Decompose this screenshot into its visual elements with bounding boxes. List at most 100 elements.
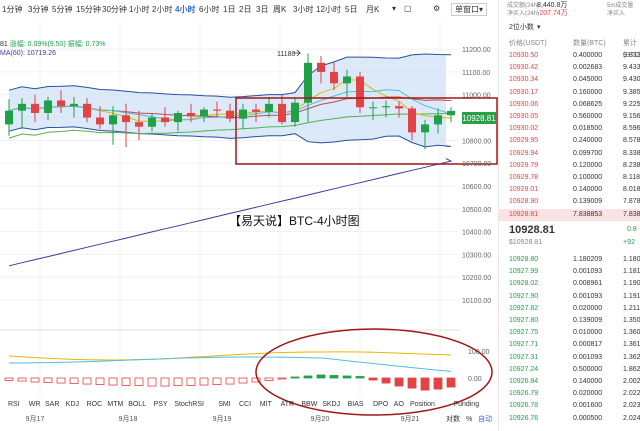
indicator-position[interactable]: Position [410,401,435,408]
indicator-boll[interactable]: BOLL [128,401,147,408]
indicator-psy[interactable]: PSY [153,401,168,408]
macd-bar [251,377,261,383]
macd-bar [212,377,222,385]
indicator-bar: RSI WR SAR KDJ ROC MTM BOLL PSY StochRSI SMI CCI MI… [0,399,498,411]
tf-1h[interactable]: 1小时 [129,5,150,14]
tf-30m[interactable]: 30分钟 [102,5,127,14]
tf-3h[interactable]: 3小时 [293,5,314,14]
candle-body [226,110,234,119]
candle-body [408,108,416,133]
tf-2h[interactable]: 2小时 [152,5,173,14]
new-window-icon[interactable]: ▢ [404,4,412,13]
tf-1d[interactable]: 1日 [223,5,236,14]
log-scale-toggle[interactable]: 对数 [446,416,460,423]
scale-options: 对数 % 自动 [446,414,492,424]
indicator-ao[interactable]: AO [393,401,404,408]
macd-bar [4,377,14,381]
candle-body [434,115,442,125]
indicator-mit[interactable]: MIT [259,401,272,408]
macd-bar [108,377,118,386]
candle-body [135,122,143,127]
stats-line: 81 涨幅: 0.09%(9.50) 振幅: 0.73% [0,39,105,49]
indicator-rsi[interactable]: RSI [8,401,20,408]
window-mode-dropdown[interactable]: 单窗口▾ [451,3,488,16]
date-tick-label: 9月20 [311,415,330,423]
indicator-dpo[interactable]: DPO [373,401,389,408]
tf-6h[interactable]: 6小时 [199,5,220,14]
candle-body [395,106,403,109]
tf-3d[interactable]: 3日 [256,5,269,14]
tf-2d[interactable]: 2日 [239,5,252,14]
tf-1m[interactable]: 1分钟 [2,5,23,14]
macd-bar [277,377,287,380]
indicator-kdj[interactable]: KDJ [65,401,80,408]
tf-5d[interactable]: 5日 [345,5,358,14]
tf-12h[interactable]: 12小时 [316,5,341,14]
indicator-funding[interactable]: Funding [453,401,480,408]
ma60-line [8,158,453,267]
macd-bar [407,377,417,389]
tf-3m[interactable]: 3分钟 [28,5,49,14]
tf-5m[interactable]: 5分钟 [52,5,73,14]
indicator-smi[interactable]: SMI [218,401,231,408]
tf-15m[interactable]: 15分钟 [76,5,101,14]
indicator-mtm[interactable]: MTM [107,401,124,408]
indicator-bias[interactable]: BIAS [347,401,364,408]
tf-month[interactable]: 月K [366,5,380,14]
candle-body [31,103,39,113]
candle-body [317,62,325,72]
macd-bar [186,377,196,386]
indicator-stochrsi[interactable]: StochRSI [174,401,204,408]
highlight-ellipse [255,328,493,416]
price-tick-label: 10100.00 [462,298,491,305]
candle-body [122,115,130,123]
indicator-cci[interactable]: CCI [239,401,252,408]
macd-bar [82,377,92,385]
auto-scale-toggle[interactable]: 自动 [478,416,493,423]
gear-icon[interactable]: ⚙ [433,4,441,13]
indicator-atr[interactable]: ATR [280,401,295,408]
indicator-sar[interactable]: SAR [45,401,60,408]
indicator-skdj[interactable]: SKDJ [322,401,341,408]
candle-body [18,103,26,111]
indicator-wr[interactable]: WR [28,401,41,408]
indicator-bbw[interactable]: BBW [301,401,318,408]
percent-scale-toggle[interactable]: % [465,416,473,423]
tf-week[interactable]: 周K [273,5,287,14]
tf-more-icon[interactable]: ▾ [392,4,397,13]
price-tick-label: 10200.00 [462,275,491,282]
price-chart[interactable]: 11200.0011100.0011000.0010900.0010800.00… [0,0,498,431]
stats-prefix: 81 [0,41,8,48]
indicator-roc[interactable]: ROC [86,401,103,408]
precision-select[interactable]: 2位小数 ▾ [509,24,541,31]
tf-4h[interactable]: 4小时 [175,5,196,14]
